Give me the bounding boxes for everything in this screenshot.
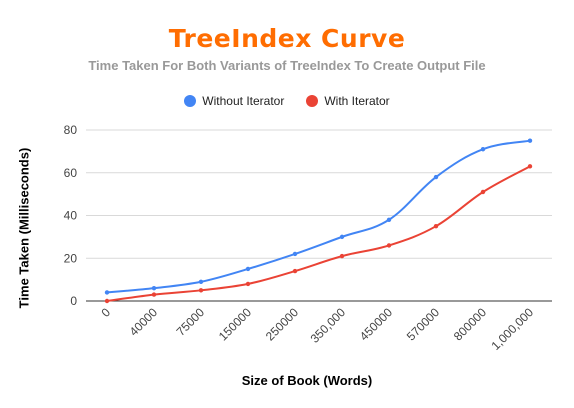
legend: Without Iterator With Iterator [0, 94, 574, 108]
legend-label-with-iterator: With Iterator [324, 94, 390, 108]
x-tick-label: 75000 [174, 305, 208, 339]
y-axis-label: Time Taken (Milliseconds) [16, 147, 32, 309]
y-tick-label: 60 [64, 166, 78, 180]
x-tick-label: 800000 [451, 305, 489, 343]
x-tick-labels: 0 40000 75000 150000 250000 350,000 450000 5700… [98, 305, 536, 353]
legend-item-without-iterator[interactable]: Without Iterator [184, 94, 284, 108]
data-point-without-iterator [245, 266, 251, 272]
data-point-without-iterator [433, 174, 439, 180]
x-tick-label: 350,000 [308, 305, 349, 346]
data-point-without-iterator [292, 251, 298, 257]
x-axis-label: Size of Book (Words) [241, 373, 373, 388]
data-point-with-iterator [104, 298, 110, 304]
x-tick-label: 40000 [127, 305, 161, 339]
data-point-with-iterator [245, 281, 251, 287]
data-point-without-iterator [527, 138, 533, 143]
data-point-without-iterator [339, 234, 345, 240]
data-point-without-iterator [480, 147, 486, 152]
legend-marker-with-iterator [306, 95, 319, 107]
legend-marker-without-iterator [184, 95, 197, 107]
data-point-with-iterator [339, 253, 345, 259]
chart-title: TreeIndex Curve [168, 24, 406, 53]
x-tick-label: 0 [98, 305, 113, 320]
data-point-with-iterator [480, 189, 486, 195]
data-point-with-iterator [527, 164, 533, 169]
gridlines [86, 129, 552, 302]
y-tick-label: 20 [64, 251, 78, 265]
data-point-with-iterator [151, 292, 157, 297]
x-tick-label: 1,000,000 [488, 305, 536, 353]
chart-subtitle: Time Taken For Both Variants of TreeInde… [88, 58, 486, 73]
data-point-with-iterator [292, 268, 298, 274]
series-line-with-iterator [106, 165, 531, 302]
data-point-with-iterator [386, 243, 392, 248]
y-tick-label: 0 [70, 294, 77, 308]
data-point-without-iterator [104, 290, 110, 295]
data-point-without-iterator [198, 279, 204, 284]
series-line-without-iterator [106, 139, 531, 294]
data-point-without-iterator [386, 217, 392, 222]
series-points [104, 138, 533, 304]
data-point-with-iterator [198, 288, 204, 293]
y-tick-label: 40 [64, 209, 78, 223]
x-tick-label: 450000 [357, 305, 395, 343]
legend-label-without-iterator: Without Iterator [202, 94, 285, 108]
x-tick-label: 570000 [404, 305, 442, 343]
y-tick-label: 80 [64, 123, 78, 137]
x-tick-label: 250000 [263, 305, 301, 343]
series-lines [106, 139, 531, 302]
data-point-without-iterator [151, 285, 157, 291]
legend-item-with-iterator[interactable]: With Iterator [306, 94, 390, 108]
data-point-with-iterator [433, 223, 439, 229]
x-tick-label: 150000 [216, 305, 254, 343]
y-tick-labels: 0 20 40 60 80 [64, 123, 78, 308]
